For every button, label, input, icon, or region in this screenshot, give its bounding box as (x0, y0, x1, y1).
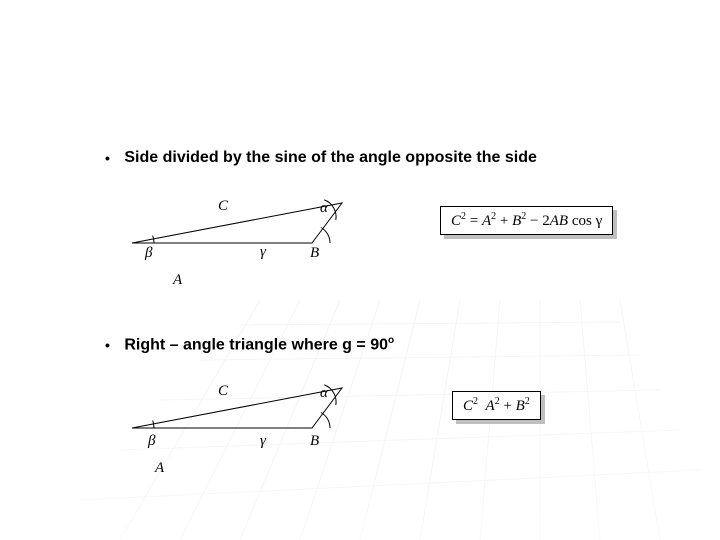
triangle-2-label-B: B (310, 433, 319, 450)
slide-content: • Side divided by the sine of the angle … (0, 0, 720, 540)
triangle-1-label-gamma: γ (260, 244, 266, 261)
bullet-dot-icon: • (105, 337, 110, 353)
triangle-1-label-A: A (173, 272, 182, 289)
bullet-dot-icon: • (105, 150, 110, 166)
bullet-2-text-main: Right – angle triangle where g = 90 (124, 336, 388, 353)
bullet-2-text-sup: o (388, 335, 394, 346)
triangle-2-label-alpha: α (320, 385, 328, 402)
triangle-2-label-gamma: γ (260, 433, 266, 450)
formula-2-text: C2 A2 + B2 (463, 398, 530, 414)
triangle-2-label-A: A (155, 460, 164, 477)
triangle-2-label-beta: β (148, 433, 155, 450)
formula-1-box: C2 = A2 + B2 − 2AB cos γ (440, 206, 613, 235)
triangle-1-label-beta: β (145, 245, 152, 262)
background-building-overlay (0, 0, 720, 540)
triangle-1-label-C: C (218, 198, 228, 215)
triangle-1-label-B: B (310, 245, 319, 262)
bullet-1: • Side divided by the sine of the angle … (105, 149, 537, 167)
triangle-2-label-C: C (218, 383, 228, 400)
bullet-1-text: Side divided by the sine of the angle op… (124, 149, 537, 166)
bullet-2: • Right – angle triangle where g = 90o (105, 335, 394, 354)
formula-2-box: C2 A2 + B2 (452, 391, 541, 420)
formula-1-text: C2 = A2 + B2 − 2AB cos γ (451, 213, 602, 229)
triangle-1-label-alpha: α (320, 200, 328, 217)
